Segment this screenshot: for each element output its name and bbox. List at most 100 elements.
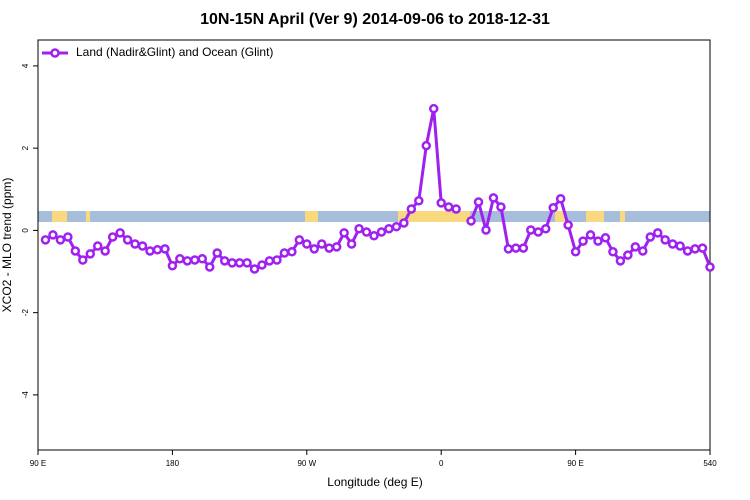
data-point <box>548 203 558 213</box>
data-point <box>563 220 573 230</box>
data-point <box>316 239 327 249</box>
data-point <box>526 225 536 235</box>
x-tick-label: 540 <box>703 459 717 468</box>
data-point <box>145 246 155 256</box>
data-point <box>78 255 88 265</box>
data-point <box>496 202 506 212</box>
y-tick-label: -2 <box>21 309 30 317</box>
data-point <box>264 256 275 266</box>
data-point <box>384 224 394 234</box>
data-point <box>443 202 454 212</box>
data-point <box>175 254 185 264</box>
data-point <box>115 228 125 238</box>
data-point <box>705 262 715 272</box>
data-point <box>600 233 611 243</box>
y-tick-label: 2 <box>21 145 30 150</box>
data-point <box>652 228 663 238</box>
data-point <box>137 241 148 251</box>
data-point <box>638 246 648 256</box>
data-point <box>623 250 633 260</box>
data-point <box>92 241 103 251</box>
data-point <box>555 193 566 204</box>
data-point <box>219 256 230 266</box>
data-point <box>414 196 424 206</box>
data-point <box>354 224 364 234</box>
data-point <box>593 236 603 246</box>
data-point <box>675 241 685 251</box>
data-point <box>302 239 312 249</box>
data-point <box>399 218 409 228</box>
data-point <box>182 256 193 266</box>
data-point <box>227 258 237 268</box>
y-tick-label: 4 <box>21 63 30 68</box>
x-tick-label: 0 <box>439 459 444 468</box>
y-tick-label: -4 <box>21 391 30 399</box>
data-point <box>55 235 66 245</box>
data-point <box>272 255 282 265</box>
data-point <box>309 244 320 254</box>
data-point <box>481 225 491 235</box>
land-ocean-strip <box>38 211 710 222</box>
data-point <box>190 255 200 265</box>
legend-marker <box>50 48 60 58</box>
data-point <box>249 264 260 274</box>
data-point <box>421 140 432 151</box>
data-point <box>503 244 514 254</box>
data-point <box>570 247 581 257</box>
data-point <box>204 262 215 272</box>
data-point <box>324 243 334 253</box>
data-point <box>406 204 417 214</box>
data-point <box>257 260 267 270</box>
data-point <box>212 248 222 258</box>
x-tick-label: 90 W <box>297 459 316 468</box>
data-point <box>100 246 110 256</box>
data-point <box>339 228 349 238</box>
data-point <box>160 244 170 254</box>
data-point <box>608 247 618 257</box>
data-point <box>466 216 476 226</box>
data-point <box>473 197 484 207</box>
y-tick-label: 0 <box>21 228 30 233</box>
data-point <box>122 235 133 245</box>
data-point <box>391 221 402 232</box>
data-point <box>40 235 51 245</box>
data-point <box>488 193 499 203</box>
data-point <box>346 239 357 249</box>
data-point <box>331 242 342 252</box>
data-point <box>451 204 461 214</box>
data-point <box>518 243 529 253</box>
x-tick-label: 90 E <box>30 459 46 468</box>
data-point <box>615 256 626 266</box>
data-point <box>107 232 118 242</box>
data-point <box>197 254 208 264</box>
data-point <box>48 230 58 240</box>
data-point <box>682 246 693 256</box>
data-point <box>294 235 305 245</box>
data-point <box>533 227 544 237</box>
data-point <box>85 249 96 259</box>
data-point <box>645 232 656 242</box>
data-point <box>63 232 73 242</box>
y-axis-label: XCO2 - MLO trend (ppm) <box>0 178 14 313</box>
data-point <box>152 244 163 255</box>
data-point <box>667 239 678 249</box>
data-point <box>660 235 670 245</box>
data-point <box>167 261 178 271</box>
data-point <box>361 227 372 237</box>
data-point <box>436 198 446 208</box>
data-point <box>511 243 521 253</box>
data-point <box>428 103 439 114</box>
x-tick-label: 90 E <box>567 459 583 468</box>
data-point <box>369 230 379 241</box>
data-point <box>287 247 297 257</box>
data-point <box>279 248 290 258</box>
x-axis-label: Longitude (deg E) <box>327 475 422 489</box>
data-point <box>234 258 245 268</box>
data-point <box>70 246 81 256</box>
data-point <box>578 236 588 246</box>
data-point <box>376 227 387 237</box>
data-point <box>690 244 700 254</box>
data-point <box>130 239 140 249</box>
plot-frame <box>37 39 711 451</box>
